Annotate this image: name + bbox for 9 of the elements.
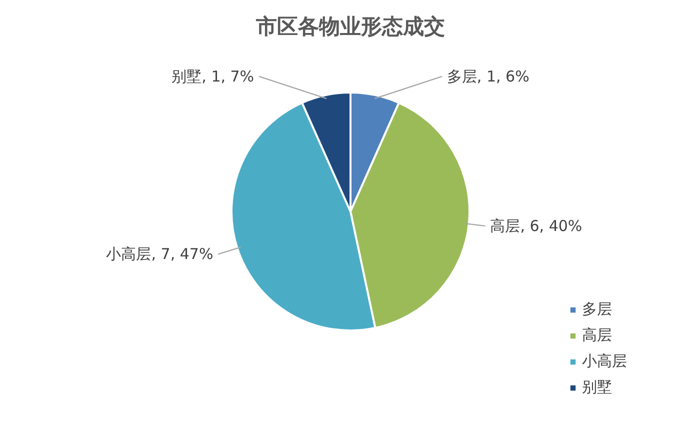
legend-label: 多层 <box>582 299 612 319</box>
data-label: 多层, 1, 6% <box>446 67 530 86</box>
legend-label: 高层 <box>582 325 612 345</box>
legend-label: 小高层 <box>582 351 627 371</box>
legend-label: 别墅 <box>582 377 612 397</box>
data-label: 别墅, 1, 7% <box>172 67 254 86</box>
chart-title: 市区各物业形态成交 <box>255 14 445 38</box>
data-label: 高层, 6, 40% <box>490 216 582 235</box>
data-label: 小高层, 7, 47% <box>106 245 214 264</box>
